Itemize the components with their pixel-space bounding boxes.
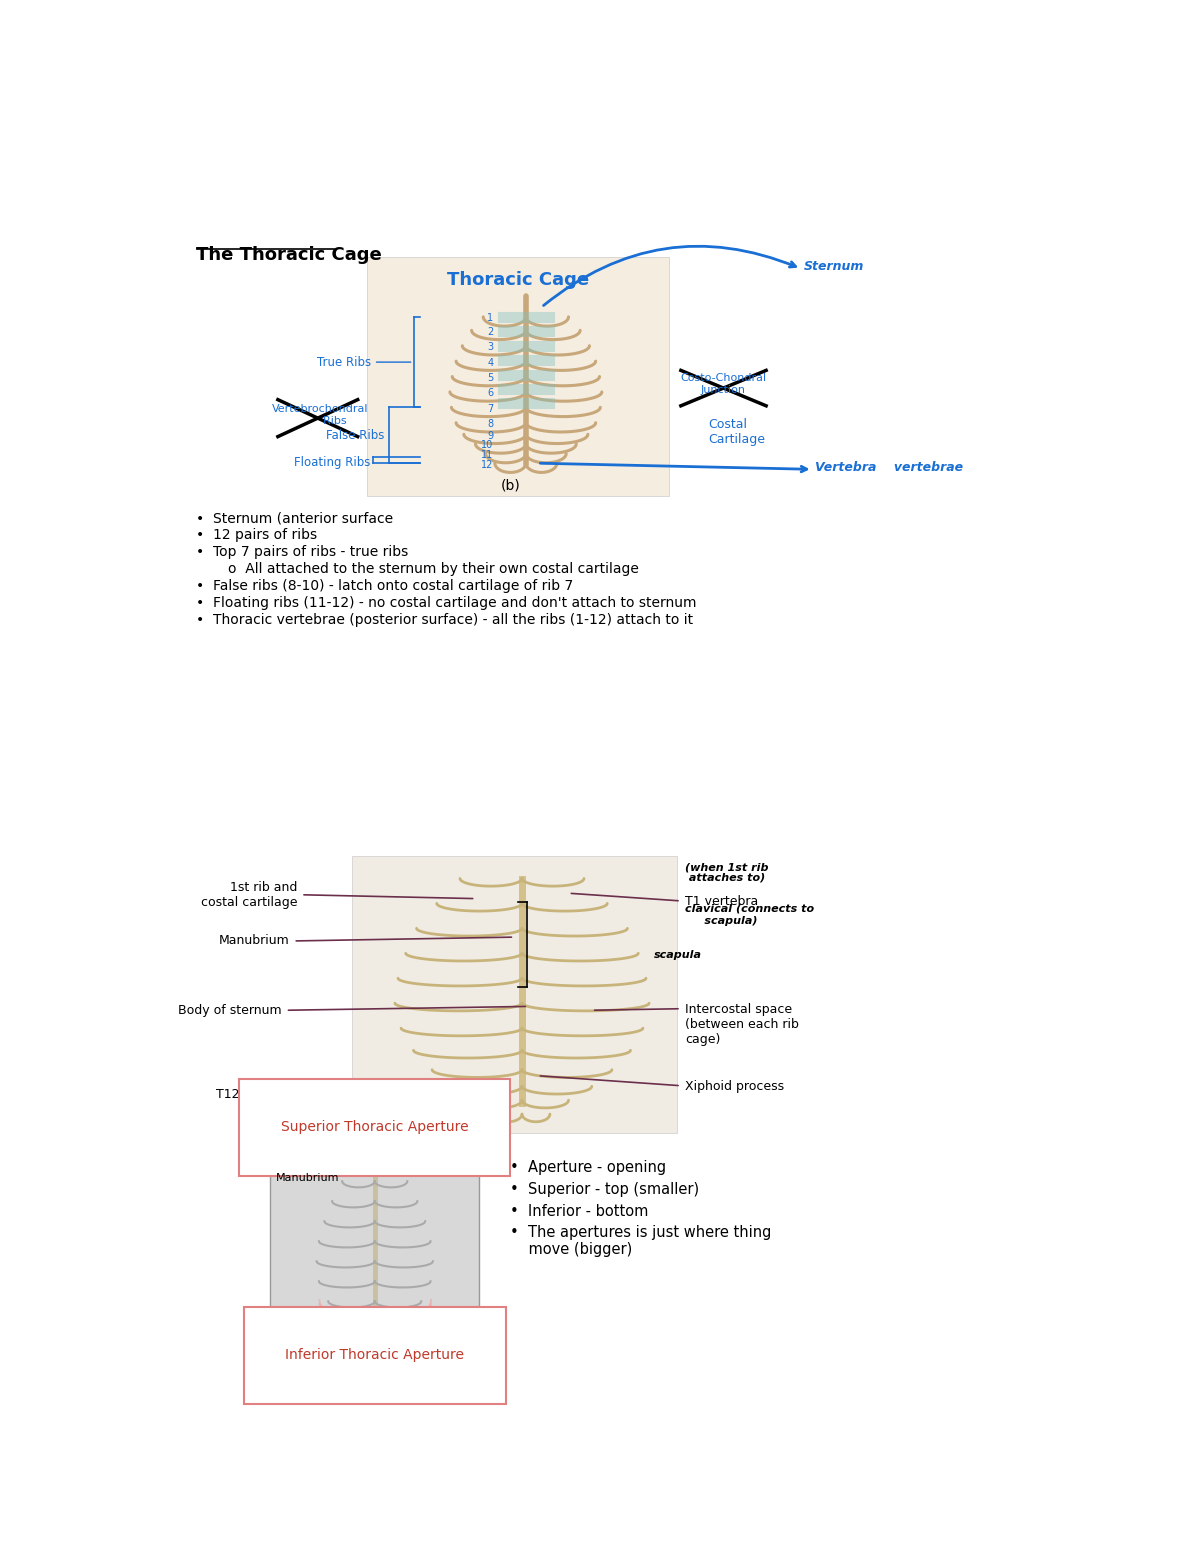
Text: 7: 7 [487,404,493,415]
Text: 6: 6 [487,388,493,399]
Text: •  Superior - top (smaller): • Superior - top (smaller) [510,1182,700,1197]
Text: The Thoracic Cage: The Thoracic Cage [197,247,383,264]
Text: Xiphoid process: Xiphoid process [685,1079,784,1093]
Text: •  Aperture - opening: • Aperture - opening [510,1160,666,1176]
Text: 1st rib and
costal cartilage: 1st rib and costal cartilage [200,881,298,909]
Text: 3: 3 [487,342,493,353]
Text: (b): (b) [500,478,521,492]
Text: True Ribs: True Ribs [317,356,410,368]
Text: scapula): scapula) [685,916,757,926]
FancyBboxPatch shape [270,1141,479,1342]
Text: scapula: scapula [654,950,702,960]
Text: Superior Thoracic Aperture: Superior Thoracic Aperture [281,1120,468,1134]
Text: •  Floating ribs (11-12) - no costal cartilage and don't attach to sternum: • Floating ribs (11-12) - no costal cart… [197,596,697,610]
Text: •  Inferior - bottom: • Inferior - bottom [510,1204,649,1219]
Text: 2: 2 [487,326,493,337]
Text: Vertebrochondral
        Ribs: Vertebrochondral Ribs [272,404,368,426]
Text: (when 1st rib: (when 1st rib [685,862,768,873]
Text: T1 vertebra: T1 vertebra [685,895,758,909]
Text: 12: 12 [481,460,493,469]
Text: Inferior Thoracic Aperture: Inferior Thoracic Aperture [286,1348,464,1362]
Text: Costo-Chondral
Junction: Costo-Chondral Junction [680,373,767,394]
Text: 1: 1 [487,314,493,323]
Text: •  The apertures is just where thing
    move (bigger): • The apertures is just where thing move… [510,1225,772,1258]
Text: (where 12th rib attaches): (where 12th rib attaches) [263,1109,424,1118]
Text: Thoracic Cage: Thoracic Cage [448,272,589,289]
Text: Manubrium: Manubrium [276,1173,340,1183]
Text: T12 Vertebra: T12 Vertebra [216,1089,298,1101]
Text: Floating Ribs: Floating Ribs [294,455,371,469]
Text: 8: 8 [487,419,493,429]
FancyBboxPatch shape [352,856,677,1134]
Text: Manubrium: Manubrium [218,935,289,947]
Text: Costal
Cartilage: Costal Cartilage [708,418,766,446]
Text: 4: 4 [487,357,493,368]
Text: clavical (connects to: clavical (connects to [685,904,814,913]
Text: False Ribs: False Ribs [326,429,385,441]
Text: o  All attached to the sternum by their own costal cartilage: o All attached to the sternum by their o… [228,562,638,576]
Text: 5: 5 [487,373,493,384]
Text: Sternum: Sternum [803,259,864,273]
FancyBboxPatch shape [367,258,670,495]
Text: •  False ribs (8-10) - latch onto costal cartilage of rib 7: • False ribs (8-10) - latch onto costal … [197,579,574,593]
Text: •  12 pairs of ribs: • 12 pairs of ribs [197,528,318,542]
Text: •  Thoracic vertebrae (posterior surface) - all the ribs (1-12) attach to it: • Thoracic vertebrae (posterior surface)… [197,613,694,627]
Text: 10: 10 [481,441,493,450]
Text: Vertebra    vertebrae: Vertebra vertebrae [815,461,964,474]
Text: attaches to): attaches to) [685,873,766,884]
Text: •  Sternum (anterior surface: • Sternum (anterior surface [197,511,394,525]
Text: Intercostal space
(between each rib
cage): Intercostal space (between each rib cage… [685,1003,799,1045]
Text: 11: 11 [481,450,493,460]
Text: Body of sternum: Body of sternum [178,1003,282,1017]
Text: 9: 9 [487,430,493,441]
Text: •  Top 7 pairs of ribs - true ribs: • Top 7 pairs of ribs - true ribs [197,545,409,559]
